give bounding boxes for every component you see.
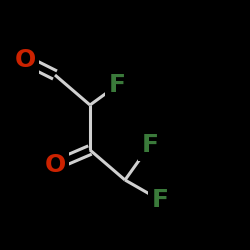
- Text: O: O: [44, 153, 66, 177]
- Text: F: F: [152, 188, 168, 212]
- Text: F: F: [109, 73, 126, 97]
- Text: O: O: [14, 48, 36, 72]
- Text: F: F: [142, 133, 158, 157]
